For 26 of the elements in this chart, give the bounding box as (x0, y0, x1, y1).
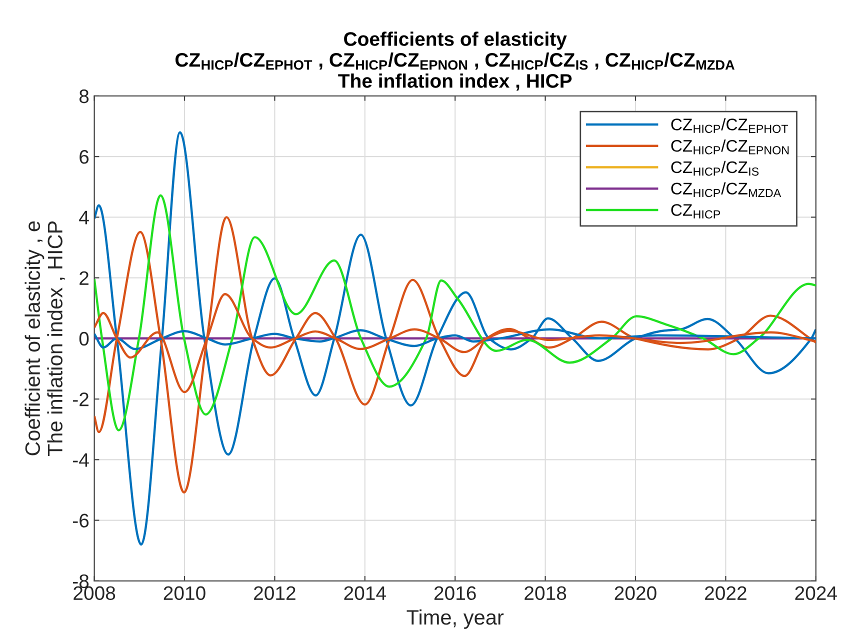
y-tick-label: 4 (79, 210, 89, 224)
x-axis-title: Time, year (406, 609, 504, 629)
legend-label: CZ$_{HICP}$/CZ$_{EPNON}$ (671, 140, 789, 154)
y-axis-title: Coefficient of elasticity , e The inflation index , HICP (24, 221, 65, 456)
x-tick-label: 2010 (164, 586, 206, 600)
y-tick-label: -6 (73, 514, 89, 528)
x-tick-label: 2018 (524, 586, 566, 600)
x-tick-label: 2020 (614, 586, 656, 600)
x-tick-label: 2022 (705, 586, 746, 600)
legend-label: CZ$_{HICP}$ (671, 204, 720, 219)
x-tick-label: 2024 (795, 586, 837, 600)
legend-label: CZ$_{HICP}$/CZ$_{IS}$ (671, 160, 759, 176)
y-tick-label: 6 (80, 150, 89, 164)
y-tick-label: -2 (73, 392, 88, 406)
y-tick-label: 8 (79, 89, 89, 104)
chart-title: Coefficients of elasticity CZ$_{HICP}$/CZ$_{EPHOT}$ , CZ$_{HICP}$/CZ$_{EPNON}$ , CZ$_{HICP}$/CZ$_{IS}$ , CZ$_{HICP}$/CZ$_{MZDA}$ The inflation index , HICP (176, 32, 735, 91)
x-tick-label: 2016 (434, 586, 476, 600)
x-tick-label: 2012 (254, 586, 296, 600)
y-tick-label: -8 (73, 574, 89, 588)
x-tick-label: 2014 (344, 586, 386, 600)
y-tick-label: 2 (80, 271, 88, 285)
y-tick-label: -4 (73, 453, 89, 467)
x-tick-label: 2008 (74, 586, 116, 600)
y-tick-label: 0 (79, 332, 89, 346)
legend-label: CZ$_{HICP}$/CZ$_{MZDA}$ (671, 182, 782, 198)
legend-label: CZ$_{HICP}$/CZ$_{EPHOT}$ (671, 118, 788, 133)
